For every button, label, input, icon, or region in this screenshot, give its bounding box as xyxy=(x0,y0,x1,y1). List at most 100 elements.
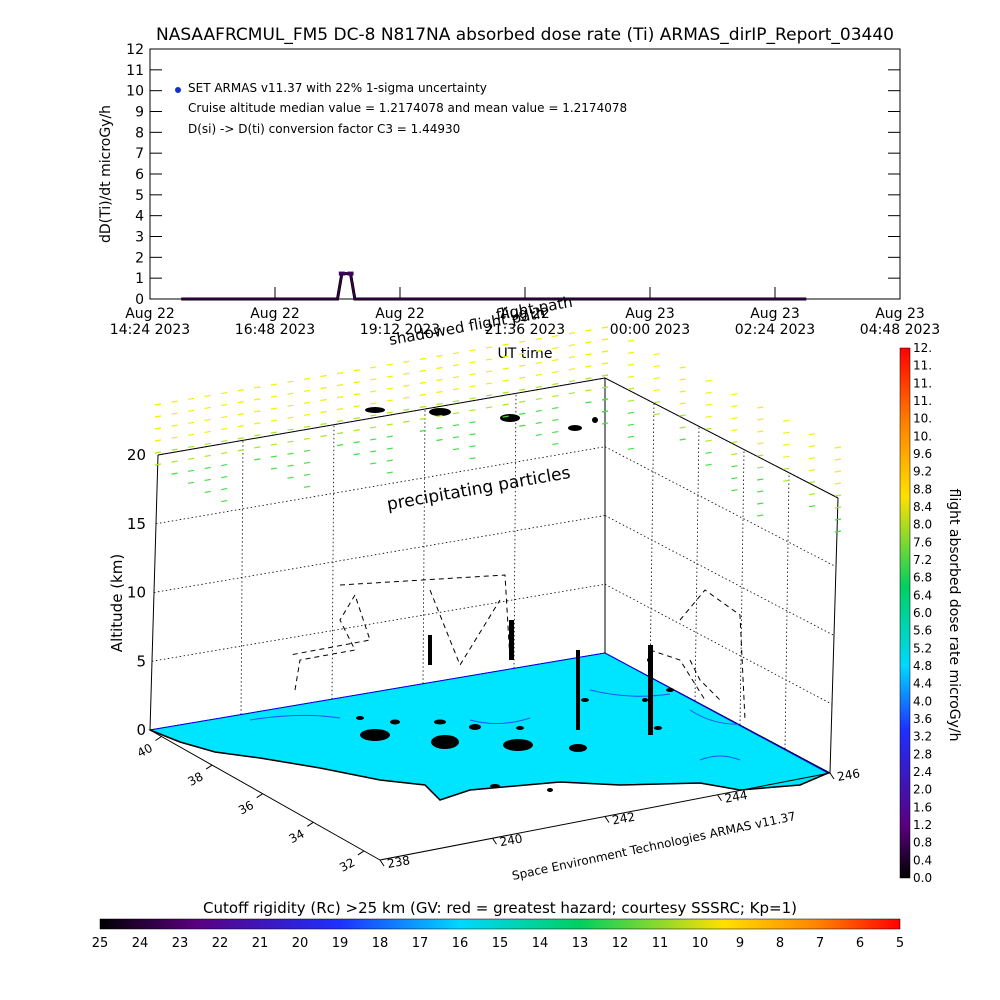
particle-streak xyxy=(834,470,842,473)
particle-streak xyxy=(320,374,327,378)
dose-colorbar-tick-label: 3.2 xyxy=(913,730,932,744)
particle-streak xyxy=(320,434,327,438)
particle-streak xyxy=(469,457,476,460)
rc-colorbar-tick-label: 11 xyxy=(652,936,669,951)
particle-streak xyxy=(535,373,542,376)
particle-streak xyxy=(486,394,493,397)
particle-streak xyxy=(171,412,178,415)
particle-streak xyxy=(303,461,311,464)
particle-streak xyxy=(552,418,559,422)
particle-streak xyxy=(653,401,660,404)
flight-point-cluster xyxy=(592,417,598,423)
particle-streak xyxy=(834,494,842,497)
particle-streak xyxy=(303,401,311,404)
particle-streak xyxy=(254,386,261,389)
particle-streak xyxy=(627,375,634,378)
rc-colorbar-tick-label: 24 xyxy=(132,936,149,951)
flight-point-cluster xyxy=(666,688,674,692)
dose-rate-point xyxy=(347,271,354,276)
particle-streak xyxy=(303,425,311,428)
particle-streak xyxy=(568,368,575,371)
dose-colorbar-tick-label: 10. xyxy=(913,412,932,426)
annotation-conversion: D(si) -> D(ti) conversion factor C3 = 1.… xyxy=(188,122,460,136)
particle-streak xyxy=(552,406,559,410)
rc-colorbar-tick-label: 16 xyxy=(452,936,469,951)
flight-point-cluster xyxy=(469,724,481,730)
rc-colorbar-tick-label: 13 xyxy=(572,936,589,951)
particle-streak xyxy=(436,354,443,358)
dose-colorbar-tick-label: 6.0 xyxy=(913,606,932,620)
particle-streak xyxy=(287,404,294,407)
particle-streak xyxy=(535,397,542,400)
top-y-tick-label: 10 xyxy=(126,84,144,100)
dose-colorbar-tick-label: 5.6 xyxy=(913,624,932,638)
particle-streak xyxy=(370,390,377,393)
particle-streak xyxy=(757,466,764,469)
particle-streak xyxy=(370,414,377,417)
particle-streak xyxy=(254,446,261,449)
particle-streak xyxy=(601,410,609,413)
longitude-tick-label: 238 xyxy=(386,853,411,871)
particle-streak xyxy=(809,469,816,472)
dose-colorbar-tick-label: 9.2 xyxy=(913,465,932,479)
particle-streak xyxy=(585,389,592,392)
particle-streak xyxy=(337,396,344,399)
dose-colorbar-tick-label: 1.2 xyxy=(913,818,932,832)
map-contours xyxy=(249,689,761,761)
particle-streak xyxy=(221,476,228,479)
dose-rate-point xyxy=(338,271,345,276)
particle-streak xyxy=(585,377,592,380)
particle-streak xyxy=(303,473,311,476)
particle-streak xyxy=(705,463,712,466)
dose-colorbar-tick-label: 3.6 xyxy=(913,712,932,726)
particle-streak xyxy=(320,386,327,390)
particle-streak xyxy=(585,329,592,332)
particle-streak xyxy=(221,464,228,467)
particle-streak xyxy=(221,416,228,419)
particle-streak xyxy=(469,349,476,352)
particle-streak xyxy=(188,445,195,448)
particle-streak xyxy=(731,489,738,492)
particle-streak xyxy=(353,417,360,420)
particle-streak xyxy=(679,366,686,369)
dose-colorbar-tick-label: 2.0 xyxy=(913,783,932,797)
particle-streak xyxy=(601,398,609,401)
flight-point-cluster xyxy=(390,719,400,725)
particle-streak xyxy=(679,390,686,393)
particle-streak xyxy=(270,419,277,422)
particle-streak xyxy=(188,409,195,412)
rc-colorbar-title: Cutoff rigidity (Rc) >25 km (GV: red = g… xyxy=(203,899,797,917)
particle-streak xyxy=(287,428,294,431)
particle-streak xyxy=(204,406,211,410)
altitude-tick-label: 0 xyxy=(136,721,146,739)
particle-streak xyxy=(403,396,410,399)
particle-streak xyxy=(585,341,592,344)
particle-streak xyxy=(370,438,377,441)
top-y-tick-label: 6 xyxy=(135,167,144,183)
panel-3d: precipitating particles flight path shad… xyxy=(108,293,861,883)
dose-colorbar-tick-label: 12. xyxy=(913,341,932,355)
latitude-tick xyxy=(155,736,162,741)
particle-streak xyxy=(627,411,634,414)
particle-streak xyxy=(535,409,542,412)
flight-point-cluster xyxy=(569,744,587,752)
latitude-tick xyxy=(307,821,314,827)
particle-streak xyxy=(370,450,377,453)
flight-path-shadow xyxy=(356,407,674,792)
particle-streak xyxy=(237,389,244,392)
dose-colorbar-tick-label: 6.4 xyxy=(913,588,932,602)
dose-colorbar-tick-label: 8.0 xyxy=(913,518,932,532)
flight-point-cluster xyxy=(581,698,589,702)
flight-point-cluster xyxy=(490,784,500,788)
flight-point-cluster xyxy=(654,726,662,730)
top-x-axis-label: UT time xyxy=(498,346,553,362)
particle-streak xyxy=(834,530,842,533)
particle-streak xyxy=(452,376,460,379)
particle-streak xyxy=(469,373,476,376)
particle-streak xyxy=(502,403,509,406)
dose-colorbar: 0.0 0.4 0.8 1.2 1.6 2.0 2.4 2.8 3.2 3.6 4.0 4.4 4.8 5… xyxy=(899,341,962,885)
rc-colorbar-tick-label: 7 xyxy=(816,936,824,951)
particle-streak xyxy=(627,363,634,366)
latitude-tick-label: 34 xyxy=(287,827,307,847)
particle-streak xyxy=(552,382,559,386)
